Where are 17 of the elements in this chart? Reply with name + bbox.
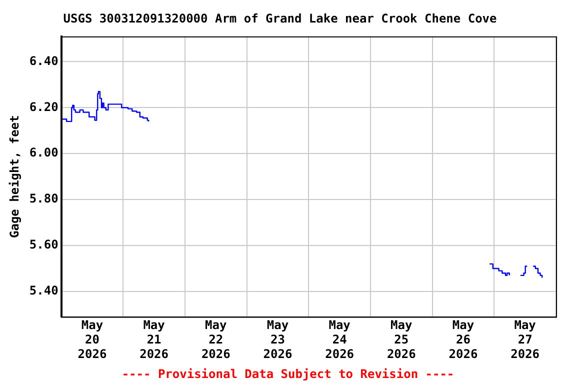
x-tick-label: May 24 2026 xyxy=(325,318,354,361)
x-tick-label: May 26 2026 xyxy=(448,318,478,361)
text: ---- Provisional Data Subject to Revision ---- xyxy=(122,367,454,382)
x-tick-label: May 23 2026 xyxy=(263,318,292,361)
x-tick-label: May 22 2026 xyxy=(201,318,230,361)
x-tick-label: May 21 2026 xyxy=(140,318,169,361)
y-tick-label: 6.20 xyxy=(29,100,58,114)
y-tick-label: 6.40 xyxy=(29,54,58,68)
y-tick-label: 5.40 xyxy=(29,284,58,298)
x-tick-label: May 27 2026 xyxy=(510,318,540,361)
y-tick-label: 5.80 xyxy=(29,192,58,206)
y-tick-label: 5.60 xyxy=(29,238,58,252)
x-tick-label: May 20 2026 xyxy=(78,318,107,361)
y-tick-label: 6.00 xyxy=(29,146,58,160)
x-tick-label: May 25 2026 xyxy=(386,318,416,361)
chart-title: USGS 300312091320000 Arm of Grand Lake near Crook Chene Cove xyxy=(63,11,497,26)
y-axis-title: Gage height, feet xyxy=(7,115,22,238)
